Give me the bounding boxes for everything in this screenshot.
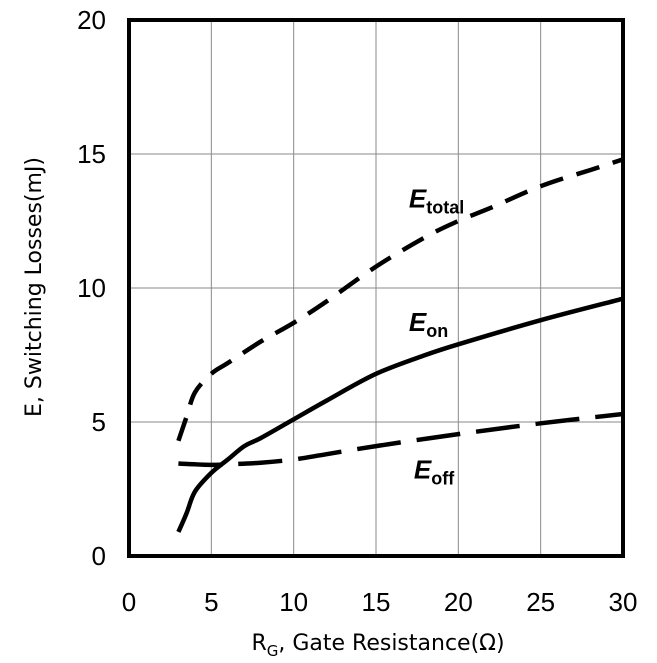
x-tick-label: 25 — [526, 587, 555, 617]
plot-frame — [127, 18, 625, 558]
data-curves — [176, 157, 624, 533]
x-tick-label: 30 — [609, 587, 638, 617]
curve-etotal — [176, 157, 624, 442]
label-eoff: Eoff — [414, 454, 455, 488]
y-tick-label: 20 — [77, 5, 106, 35]
x-axis-title-rest: , Gate Resistance(Ω) — [278, 631, 504, 656]
curve-eon — [176, 296, 624, 533]
label-eon: Eon — [409, 307, 448, 341]
curve-labels: Etotal Eon Eoff — [409, 184, 464, 489]
x-tick-label: 5 — [204, 587, 218, 617]
y-tick-label: 0 — [92, 541, 106, 571]
y-tick-label: 10 — [77, 273, 106, 303]
y-tick-label: 5 — [92, 407, 106, 437]
x-tick-label: 15 — [362, 587, 391, 617]
y-tick-label: 15 — [77, 139, 106, 169]
x-tick-label: 0 — [122, 587, 136, 617]
x-axis-title: RG, Gate Resistance(Ω) — [251, 631, 504, 660]
y-axis-title: E, Switching Losses(mJ) — [22, 157, 47, 417]
y-tick-labels: 0 5 10 15 20 — [77, 5, 106, 571]
grid-lines — [128, 19, 624, 557]
curve-eoff — [178, 411, 624, 468]
x-tick-labels: 0 5 10 15 20 25 30 — [122, 587, 638, 617]
x-axis-title-subscript: G — [267, 642, 279, 660]
x-tick-label: 20 — [444, 587, 473, 617]
x-axis-title-main: R — [251, 631, 266, 656]
x-tick-label: 10 — [279, 587, 308, 617]
label-etotal: Etotal — [409, 184, 464, 218]
